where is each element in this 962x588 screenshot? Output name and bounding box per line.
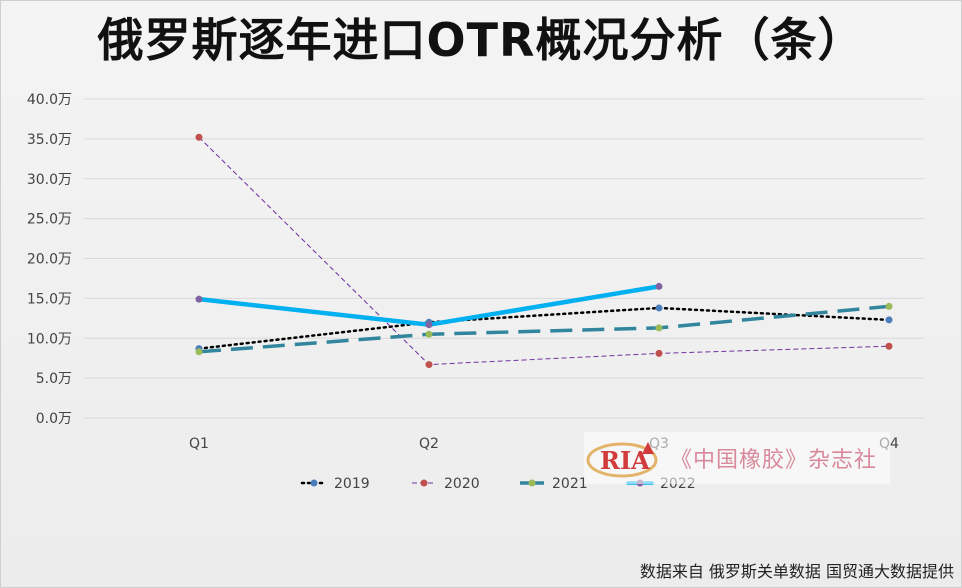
watermark-text: 《中国橡胶》杂志社: [670, 448, 878, 473]
y-tick-label: 30.0万: [27, 172, 72, 188]
data-point-2020: [425, 361, 433, 369]
data-point-2022: [195, 295, 203, 303]
x-tick-label: Q1: [189, 436, 209, 452]
data-source-note: 数据来自 俄罗斯关单数据 国贸通大数据提供: [639, 562, 954, 581]
data-point-2020: [655, 349, 663, 357]
y-axis: 0.0万 5.0万 10.0万 15.0万 20.0万 25.0万 30.0万 35.0万 40…: [27, 92, 72, 427]
svg-text:RIA: RIA: [600, 446, 650, 475]
data-point-2021: [655, 324, 663, 332]
legend-label: 2021: [552, 476, 588, 492]
legend-item-2020: 2020: [412, 476, 480, 492]
series-line-2020: [198, 136, 890, 366]
chart-title: 俄罗斯逐年进口OTR概况分析（条）: [97, 13, 865, 67]
data-point-2022: [655, 282, 663, 290]
legend-marker: [420, 479, 428, 487]
legend-marker: [528, 479, 536, 487]
legend-item-2019: 2019: [300, 476, 370, 492]
data-point-2020: [195, 133, 203, 141]
y-tick-label: 25.0万: [27, 212, 72, 228]
plot-area: [195, 133, 893, 369]
y-tick-label: 5.0万: [36, 371, 72, 387]
series-line-2021: [198, 304, 890, 354]
y-tick-label: 10.0万: [27, 331, 72, 347]
legend-label: 2019: [334, 476, 370, 492]
gridlines: [84, 98, 924, 419]
legend-item-2021: 2021: [520, 476, 588, 492]
legend-label: 2020: [444, 476, 480, 492]
data-point-2022: [425, 321, 433, 329]
y-tick-label: 40.0万: [27, 92, 72, 108]
legend-marker: [310, 479, 318, 487]
data-point-2021: [195, 348, 203, 356]
data-point-2019: [655, 304, 663, 312]
data-point-2021: [425, 330, 433, 338]
watermark: RIA 《中国橡胶》杂志社: [584, 432, 890, 484]
y-tick-label: 20.0万: [27, 252, 72, 268]
y-tick-label: 0.0万: [36, 411, 72, 427]
y-tick-label: 35.0万: [27, 132, 72, 148]
series-line-2019: [197, 306, 891, 350]
data-point-2020: [885, 342, 893, 350]
data-point-2019: [885, 316, 893, 324]
x-tick-label: Q2: [419, 436, 439, 452]
y-tick-label: 15.0万: [27, 291, 72, 307]
ria-logo-icon: RIA: [586, 442, 658, 478]
data-point-2021: [885, 302, 893, 310]
